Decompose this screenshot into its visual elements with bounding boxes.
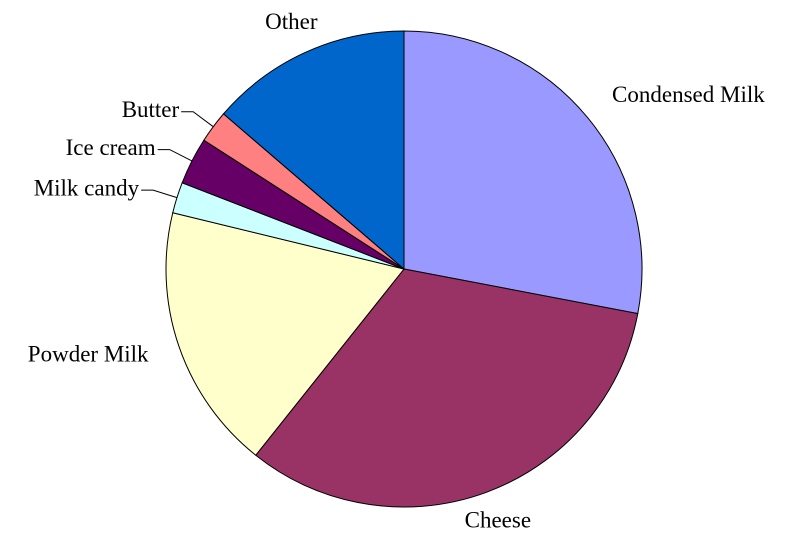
- leader-line: [141, 189, 178, 199]
- pie-slice: [165, 212, 405, 456]
- leader-line: [157, 149, 193, 162]
- slice-label: Milk candy: [34, 175, 140, 200]
- slice-label: Butter: [122, 97, 180, 122]
- pie-slice: [403, 30, 643, 315]
- slice-label: Cheese: [465, 507, 531, 532]
- slice-label: Ice cream: [66, 135, 156, 160]
- slice-label: Condensed Milk: [612, 82, 765, 107]
- pie-slice: [255, 268, 639, 508]
- slice-label: Powder Milk: [28, 342, 149, 367]
- slice-label: Other: [265, 9, 318, 34]
- pie-slice: [222, 30, 405, 271]
- leader-line: [181, 111, 214, 128]
